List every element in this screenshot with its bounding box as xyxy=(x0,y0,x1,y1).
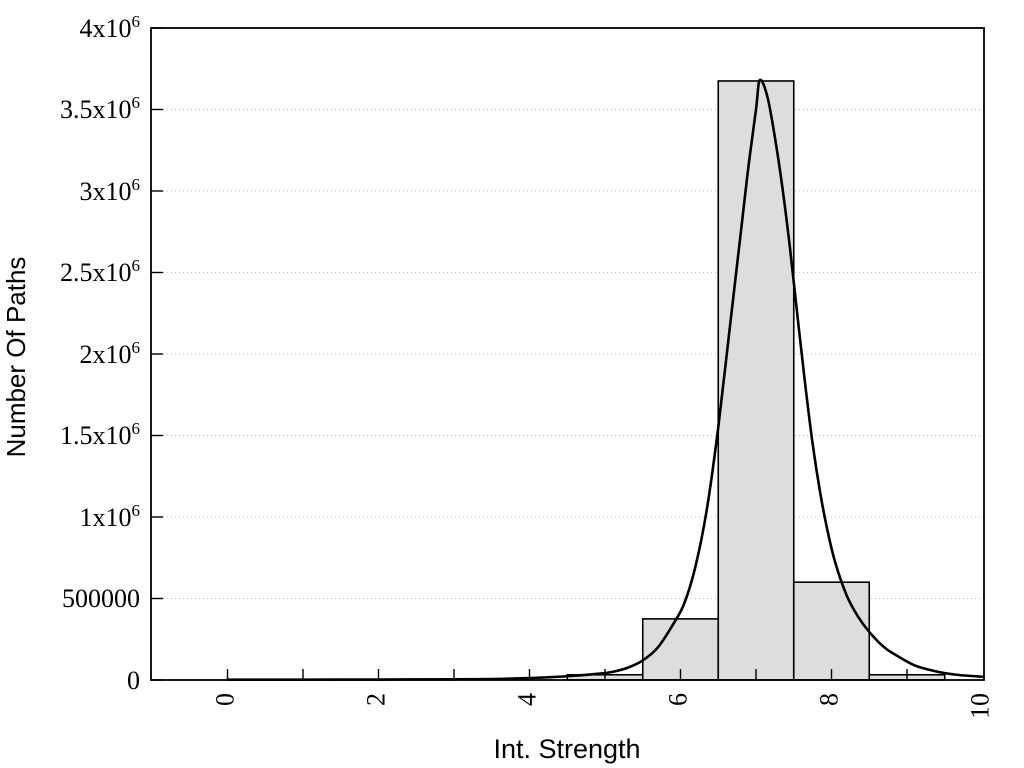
svg-text:3.5x106: 3.5x106 xyxy=(60,93,140,124)
svg-text:Number Of Paths: Number Of Paths xyxy=(1,257,31,458)
svg-text:0: 0 xyxy=(127,666,140,695)
svg-text:8: 8 xyxy=(815,693,844,706)
svg-text:4x106: 4x106 xyxy=(80,12,141,43)
svg-text:1x106: 1x106 xyxy=(80,501,141,532)
svg-text:0: 0 xyxy=(211,693,240,706)
svg-text:2: 2 xyxy=(362,693,391,706)
svg-text:10: 10 xyxy=(966,693,995,719)
svg-text:2.5x106: 2.5x106 xyxy=(60,256,140,287)
svg-text:2x106: 2x106 xyxy=(80,338,141,369)
svg-text:1.5x106: 1.5x106 xyxy=(60,419,140,450)
svg-text:4: 4 xyxy=(513,693,542,706)
svg-text:Int. Strength: Int. Strength xyxy=(493,734,640,764)
svg-text:3x106: 3x106 xyxy=(80,175,141,206)
svg-text:6: 6 xyxy=(664,693,693,706)
svg-text:500000: 500000 xyxy=(62,584,140,613)
